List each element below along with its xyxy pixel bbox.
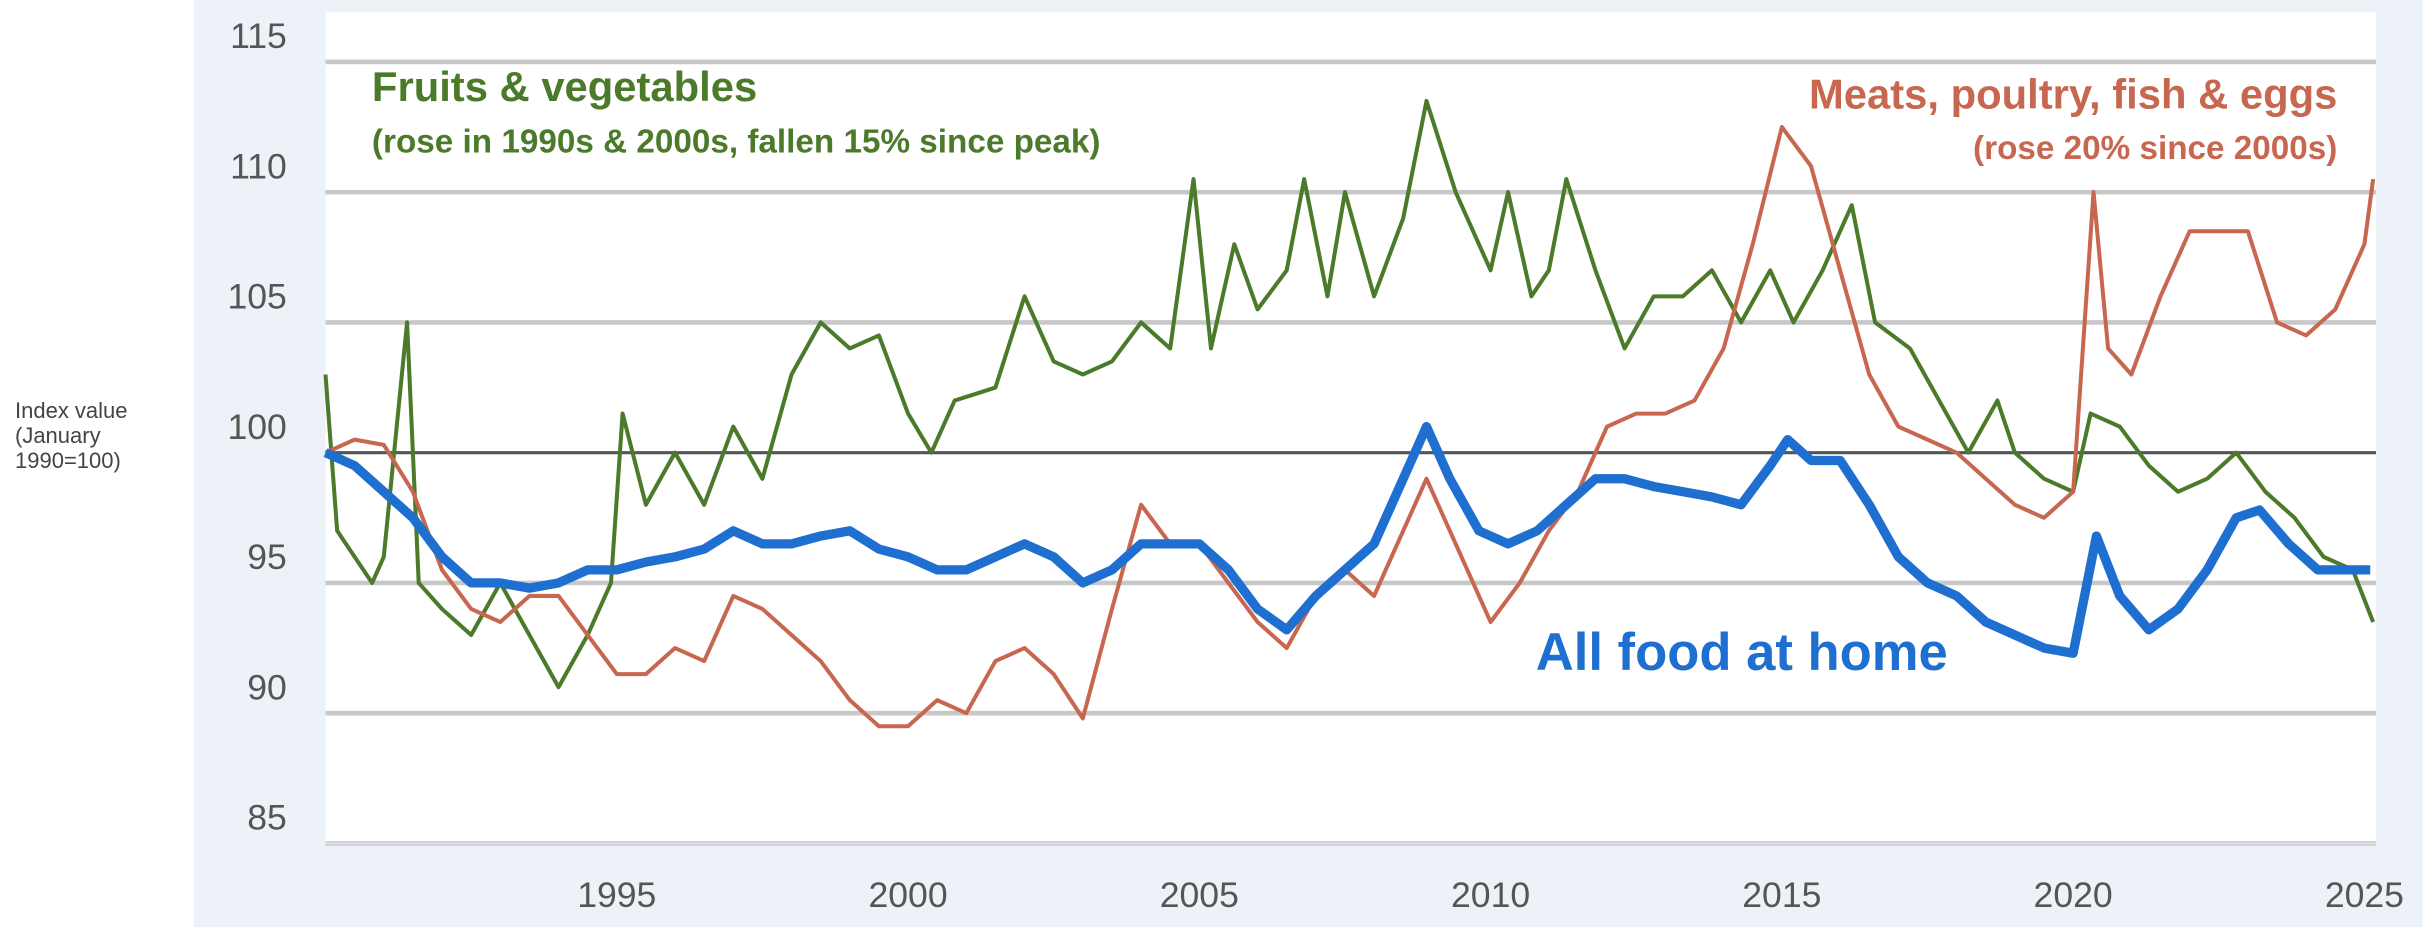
y-tick-label: 115 [230, 16, 287, 56]
labels: 85 90 95 100 105 110 115 1995 2000 2005 2010 2015 20… [227, 16, 2404, 915]
y-tick-label: 110 [230, 146, 287, 186]
x-tick-label: 2010 [1451, 875, 1530, 915]
series-line [323, 421, 2371, 658]
x-tick-label: 2000 [868, 875, 947, 915]
x-tick-label: 2020 [2034, 875, 2113, 915]
series-line [324, 124, 2376, 729]
y-tick-label: 100 [227, 407, 286, 447]
annotation: Meats, poultry, fish & eggs [1809, 71, 2337, 118]
y-axis-title: Index value (January 1990=100) [15, 398, 128, 473]
x-tick-label: 2015 [1742, 875, 1821, 915]
series-line [323, 98, 2376, 690]
lines [323, 98, 2376, 729]
x-tick-label: 2005 [1160, 875, 1239, 915]
grid [325, 59, 2377, 846]
annotation: (rose in 1990s & 2000s, fallen 15% since… [372, 124, 1101, 161]
annotation: All food at home [1536, 623, 1948, 682]
y-tick-label: 90 [247, 667, 287, 707]
y-tick-label: 105 [227, 277, 286, 317]
annotation: (rose 20% since 2000s) [1973, 130, 2337, 167]
annotation: Fruits & vegetables [372, 63, 757, 110]
plot-area [325, 12, 2377, 844]
y-tick-label: 85 [247, 798, 287, 838]
x-tick-label: 1995 [577, 875, 656, 915]
x-tick-label: 2025 [2325, 875, 2404, 915]
y-tick-label: 95 [247, 537, 287, 577]
